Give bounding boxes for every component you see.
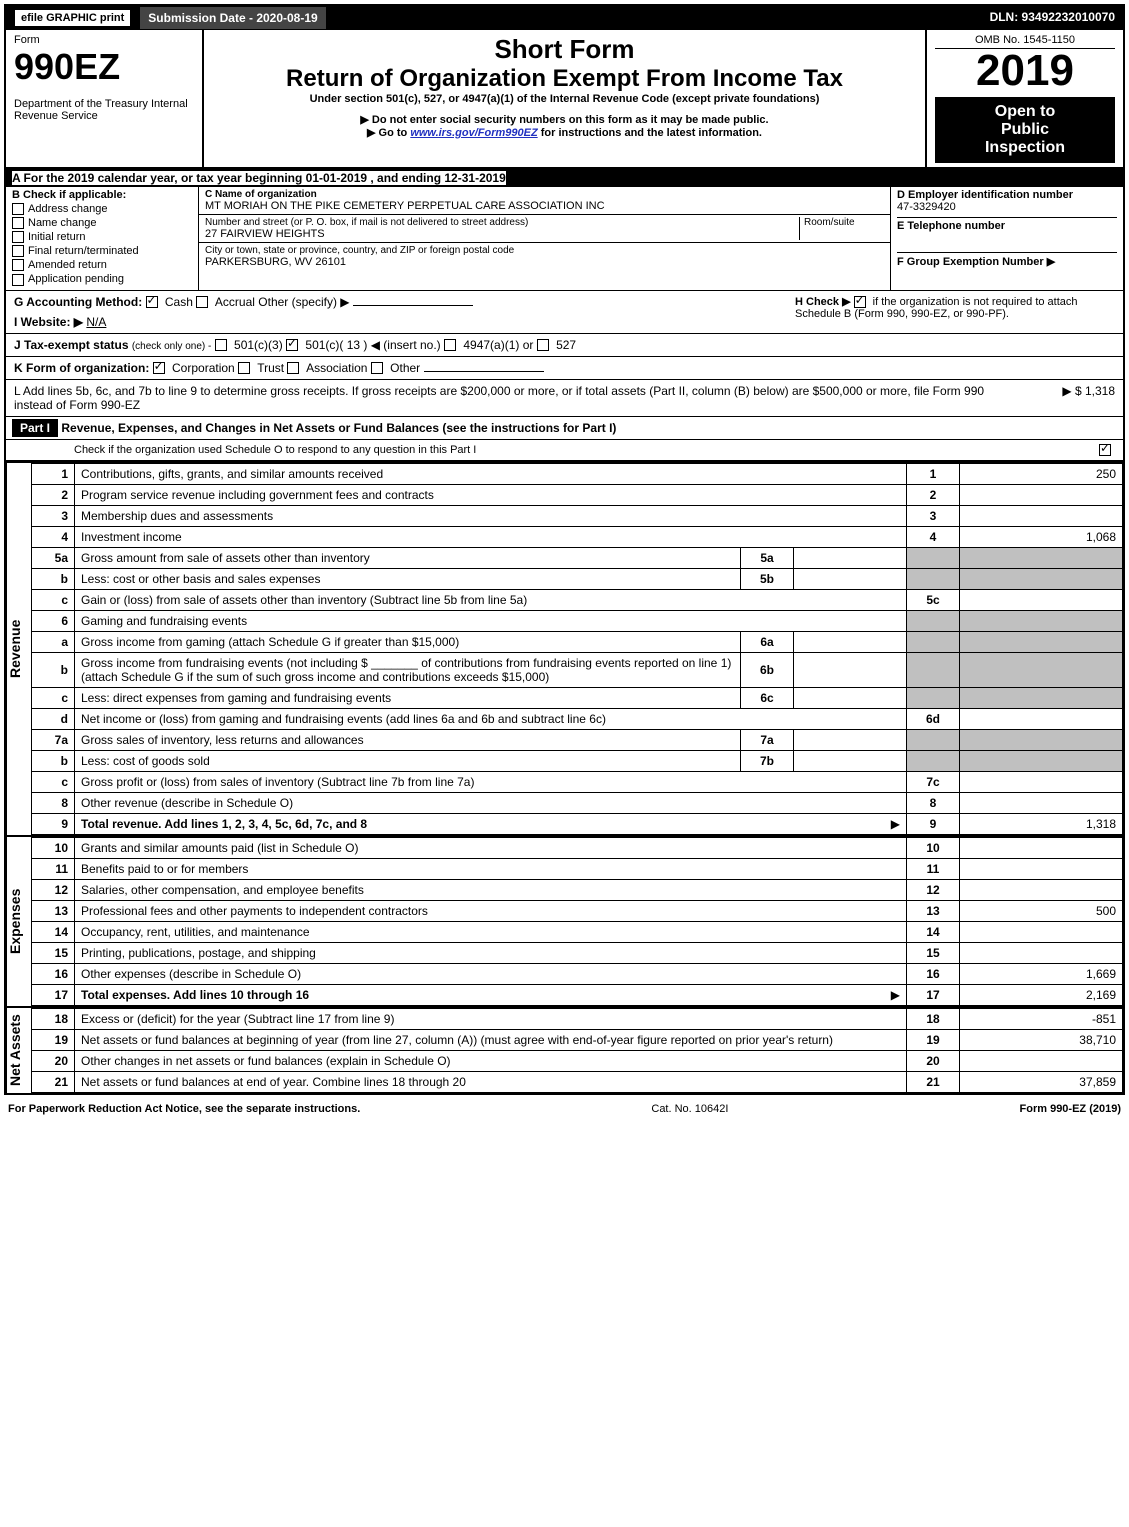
check-527[interactable]: [537, 339, 549, 351]
row-g-h: G Accounting Method: Cash Accrual Other …: [6, 291, 1123, 334]
box-d: D Employer identification number 47-3329…: [891, 187, 1123, 290]
part-i-label: Part I: [12, 419, 58, 437]
street-value: 27 FAIRVIEW HEIGHTS: [205, 228, 799, 240]
net-assets-label: Net Assets: [6, 1008, 31, 1093]
check-trust[interactable]: [238, 362, 250, 374]
row-h-label: H Check ▶: [795, 296, 851, 308]
department-label: Department of the Treasury Internal Reve…: [14, 98, 194, 122]
check-501c3[interactable]: [215, 339, 227, 351]
sub-ssn-warning: ▶ Do not enter social security numbers o…: [212, 113, 917, 126]
street-label: Number and street (or P. O. box, if mail…: [205, 217, 799, 228]
ein-label: D Employer identification number: [897, 189, 1117, 201]
check-cash[interactable]: [146, 296, 158, 308]
check-4947[interactable]: [444, 339, 456, 351]
inspection-box: Open to Public Inspection: [935, 97, 1115, 163]
revenue-table: 1Contributions, gifts, grants, and simil…: [31, 463, 1123, 835]
net-assets-section: Net Assets 18Excess or (deficit) for the…: [6, 1006, 1123, 1093]
submission-date: Submission Date - 2020-08-19: [139, 6, 326, 30]
check-other-org[interactable]: [371, 362, 383, 374]
box-c: C Name of organization MT MORIAH ON THE …: [199, 187, 891, 290]
row-l-amount: ▶ $ 1,318: [1015, 384, 1115, 412]
box-b-label: B Check if applicable:: [12, 189, 192, 201]
efile-print-button[interactable]: efile GRAPHIC print: [14, 9, 131, 27]
check-address-change[interactable]: [12, 203, 24, 215]
city-value: PARKERSBURG, WV 26101: [205, 256, 884, 268]
top-bar: efile GRAPHIC print Submission Date - 20…: [6, 6, 1123, 30]
part-i-title: Revenue, Expenses, and Changes in Net As…: [61, 421, 616, 435]
footer-center: Cat. No. 10642I: [360, 1103, 1019, 1115]
dln-number: DLN: 93492232010070: [982, 6, 1123, 30]
form-header: Form 990EZ Department of the Treasury In…: [6, 30, 1123, 169]
tax-period-row: A For the 2019 calendar year, or tax yea…: [6, 169, 1123, 187]
form-label: Form: [14, 34, 194, 46]
sub-501c: Under section 501(c), 527, or 4947(a)(1)…: [212, 93, 917, 105]
ein-value: 47-3329420: [897, 201, 1117, 213]
revenue-label: Revenue: [6, 463, 31, 835]
row-l: L Add lines 5b, 6c, and 7b to line 9 to …: [6, 380, 1123, 417]
check-schedule-b[interactable]: [854, 296, 866, 308]
tax-year: 2019: [935, 49, 1115, 93]
short-form-title: Short Form: [212, 34, 917, 65]
net-assets-table: 18Excess or (deficit) for the year (Subt…: [31, 1008, 1123, 1093]
footer-left: For Paperwork Reduction Act Notice, see …: [8, 1103, 360, 1115]
check-amended-return[interactable]: [12, 259, 24, 271]
part-i-check-text: Check if the organization used Schedule …: [14, 444, 476, 456]
entity-info-grid: B Check if applicable: Address change Na…: [6, 187, 1123, 291]
part-i-header: Part I Revenue, Expenses, and Changes in…: [6, 417, 1123, 440]
row-l-text: L Add lines 5b, 6c, and 7b to line 9 to …: [14, 384, 984, 412]
expenses-table: 10Grants and similar amounts paid (list …: [31, 837, 1123, 1006]
sub-goto: ▶ Go to www.irs.gov/Form990EZ for instru…: [212, 126, 917, 139]
page-footer: For Paperwork Reduction Act Notice, see …: [0, 1099, 1129, 1119]
group-exemption-label: F Group Exemption Number ▶: [897, 252, 1117, 268]
form-number: 990EZ: [14, 46, 194, 88]
check-final-return[interactable]: [12, 245, 24, 257]
form-990ez: efile GRAPHIC print Submission Date - 20…: [4, 4, 1125, 1095]
org-name: MT MORIAH ON THE PIKE CEMETERY PERPETUAL…: [205, 200, 884, 212]
check-schedule-o-part1[interactable]: [1099, 444, 1111, 456]
telephone-label: E Telephone number: [897, 217, 1117, 232]
check-corporation[interactable]: [153, 362, 165, 374]
city-label: City or town, state or province, country…: [205, 245, 884, 256]
row-k: K Form of organization: Corporation Trus…: [6, 357, 1123, 380]
irs-link[interactable]: www.irs.gov/Form990EZ: [410, 127, 537, 139]
room-suite-label: Room/suite: [799, 217, 884, 240]
check-accrual[interactable]: [196, 296, 208, 308]
check-501c[interactable]: [286, 339, 298, 351]
part-i-check-row: Check if the organization used Schedule …: [6, 440, 1123, 461]
expenses-label: Expenses: [6, 837, 31, 1006]
revenue-section: Revenue 1Contributions, gifts, grants, a…: [6, 461, 1123, 835]
website-label: I Website: ▶: [14, 315, 83, 329]
expenses-section: Expenses 10Grants and similar amounts pa…: [6, 835, 1123, 1006]
check-name-change[interactable]: [12, 217, 24, 229]
return-title: Return of Organization Exempt From Incom…: [212, 65, 917, 93]
row-j: J Tax-exempt status (check only one) - 5…: [6, 334, 1123, 357]
website-value: N/A: [86, 315, 106, 329]
check-association[interactable]: [287, 362, 299, 374]
footer-right: Form 990-EZ (2019): [1020, 1103, 1121, 1115]
org-name-label: C Name of organization: [205, 189, 884, 200]
box-b: B Check if applicable: Address change Na…: [6, 187, 199, 290]
accounting-method-label: G Accounting Method:: [14, 295, 142, 309]
check-initial-return[interactable]: [12, 231, 24, 243]
check-application-pending[interactable]: [12, 274, 24, 286]
